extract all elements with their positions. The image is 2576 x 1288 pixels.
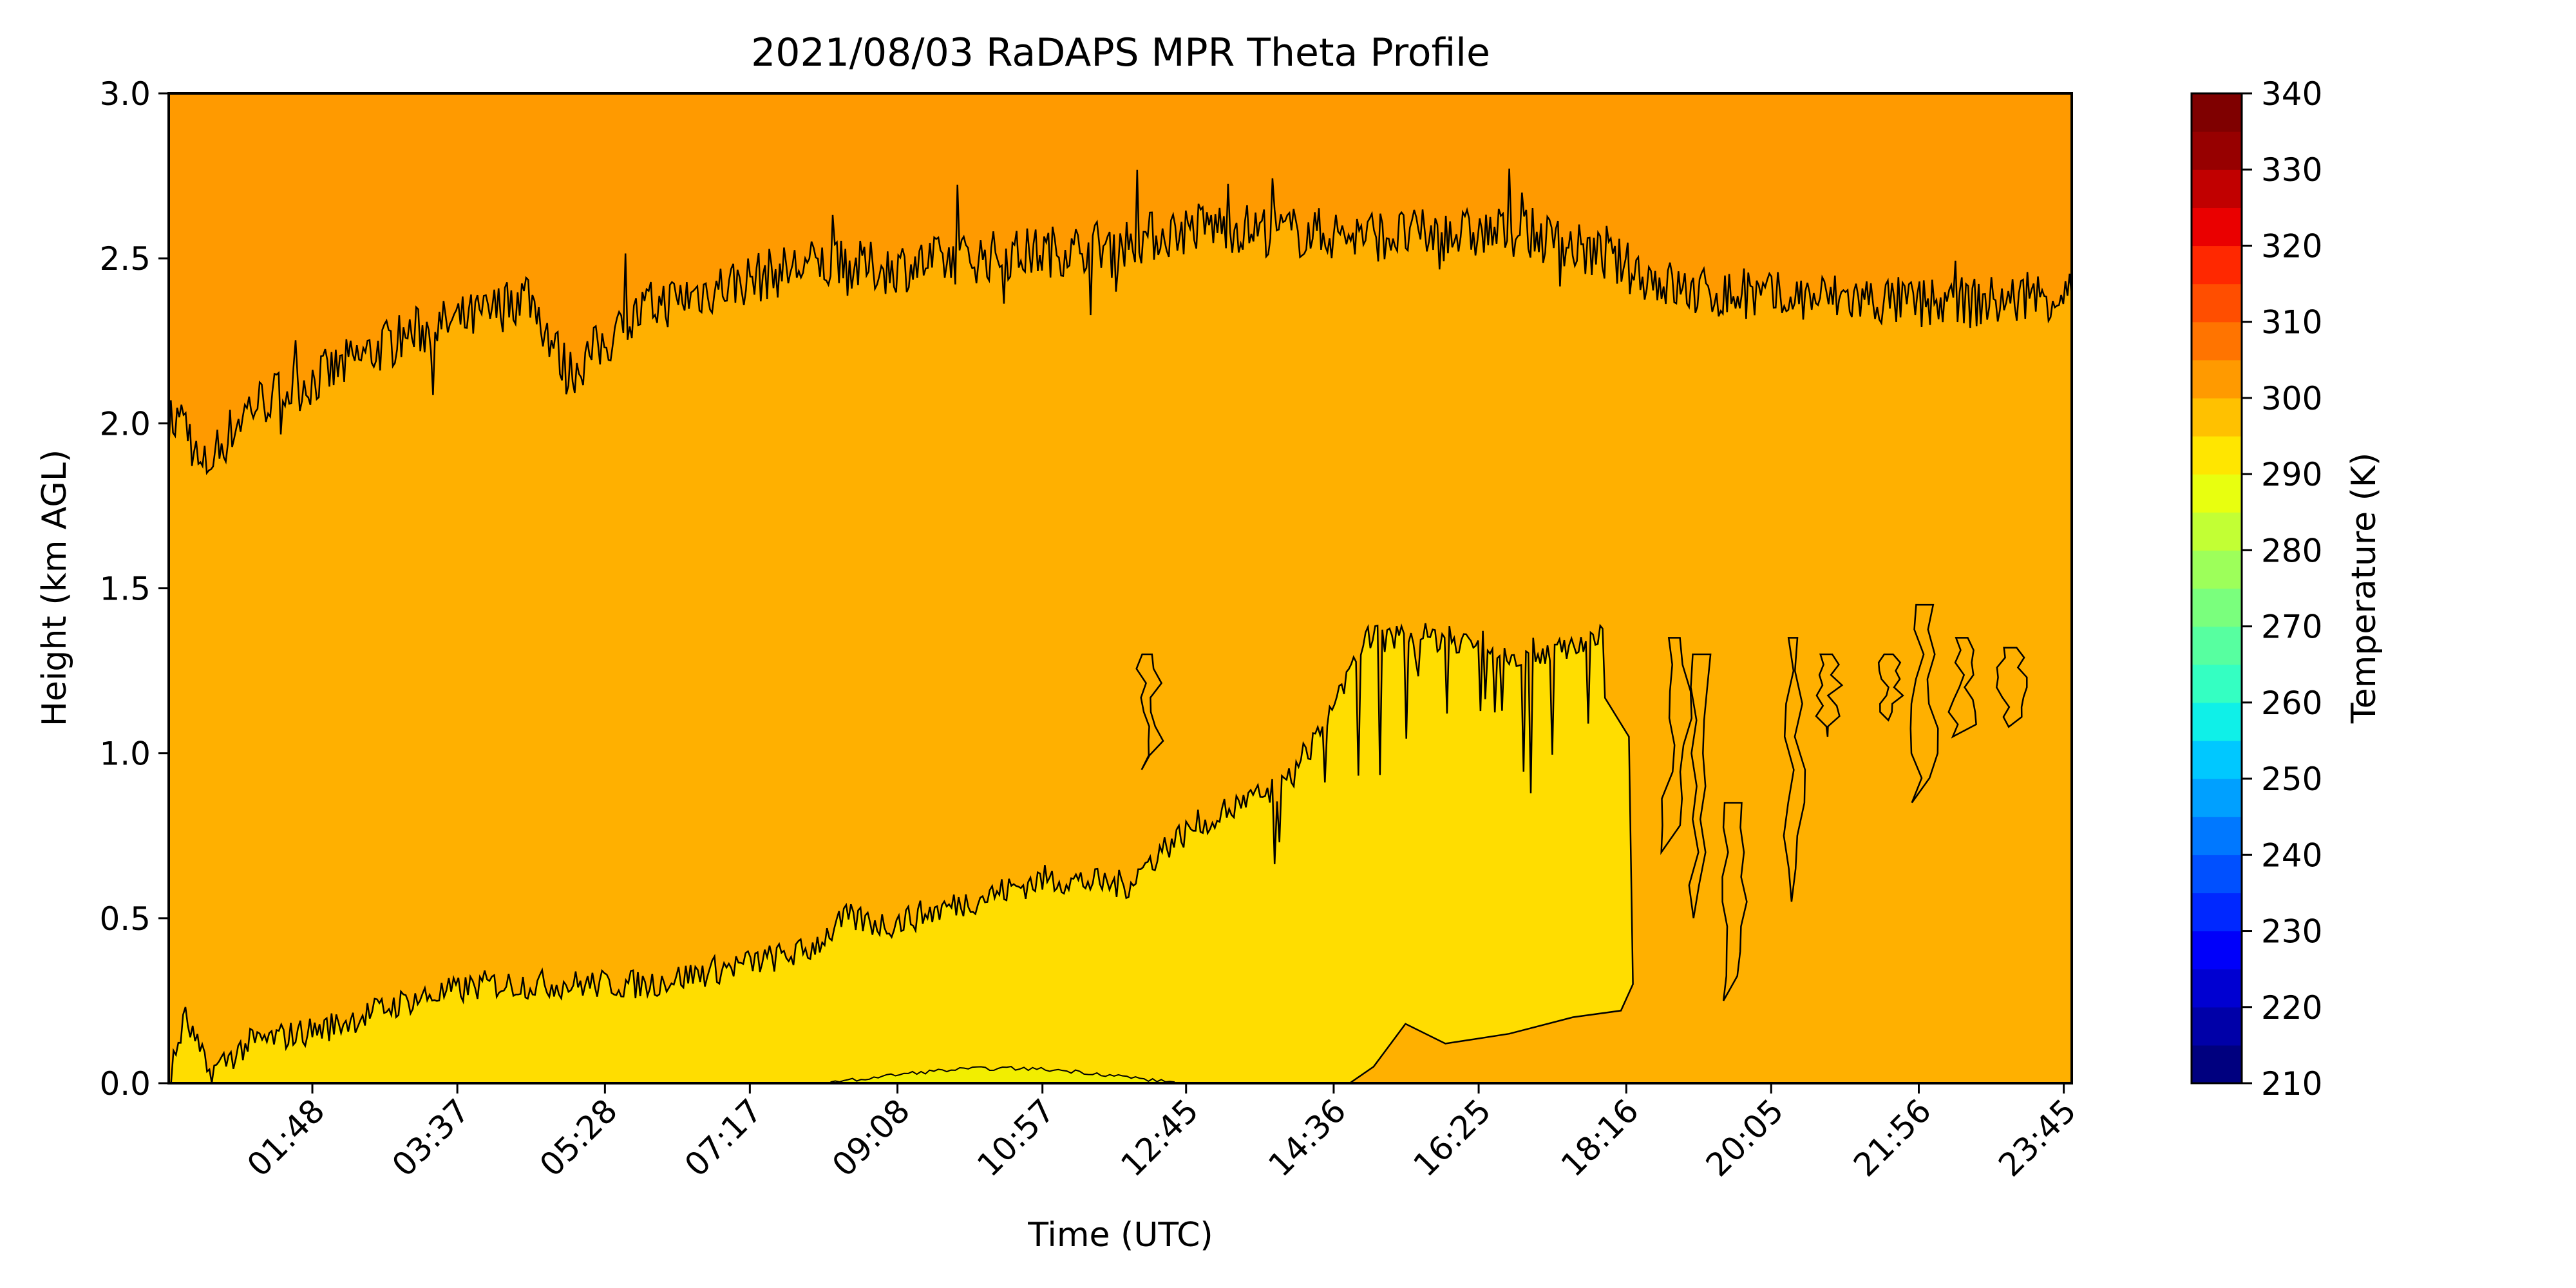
colorbar-tick-label: 250 <box>2261 761 2322 798</box>
x-tick-label: 09:08 <box>825 1092 917 1184</box>
colorbar-segment <box>2192 740 2242 779</box>
colorbar-segment <box>2192 664 2242 703</box>
isolated-contour-2 <box>1688 653 1712 919</box>
colorbar-segment <box>2192 397 2242 437</box>
x-axis: 01:48 03:37 05:28 07:17 09:08 10:57 12:45 14:36… <box>240 1083 2083 1184</box>
colorbar-segment <box>2192 893 2242 932</box>
colorbar-tick-label: 260 <box>2261 685 2322 722</box>
colorbar-segment <box>2192 321 2242 361</box>
y-tick-label: 0.5 <box>99 900 151 938</box>
x-tick-label: 14:36 <box>1262 1092 1354 1184</box>
colorbar-segment <box>2192 283 2242 323</box>
colorbar-segment <box>2192 779 2242 817</box>
colorbar-segment <box>2192 512 2242 551</box>
y-tick-label: 3.0 <box>99 75 151 113</box>
x-tick-label: 21:56 <box>1846 1092 1938 1184</box>
colorbar-segment <box>2192 702 2242 741</box>
colorbar-tick-label: 210 <box>2261 1065 2322 1103</box>
x-tick-label: 05:28 <box>533 1092 625 1184</box>
colorbar-frame <box>2190 92 2243 1084</box>
colorbar-segment <box>2192 169 2242 208</box>
colorbar-segment <box>2192 359 2242 399</box>
isolated-contour-0 <box>1135 653 1164 770</box>
colorbar-segment <box>2192 474 2242 513</box>
isolated-contour-6 <box>1877 653 1904 722</box>
colorbar-segment <box>2192 207 2242 247</box>
colorbar: 210 220 230 240 250 260 270 280 290 300 310 320 330 3… <box>2190 75 2322 1103</box>
isolated-contour-5 <box>1815 653 1844 737</box>
colorbar-segment <box>2192 588 2242 627</box>
y-tick-label: 1.5 <box>99 571 151 608</box>
x-tick-label: 07:17 <box>677 1092 770 1184</box>
isolated-contour-8 <box>1947 637 1977 739</box>
colorbar-tick-label: 310 <box>2261 304 2322 341</box>
colorbar-tick-label: 280 <box>2261 532 2322 569</box>
isolated-contour-1 <box>1660 637 1692 855</box>
x-tick-label: 01:48 <box>240 1092 332 1184</box>
chart-title: 2021/08/03 RaDAPS MPR Theta Profile <box>751 30 1490 75</box>
colorbar-segment <box>2192 969 2242 1008</box>
colorbar-segment <box>2192 1007 2242 1046</box>
colorbar-tick-label: 340 <box>2261 75 2322 113</box>
y-tick-label: 2.5 <box>99 240 151 278</box>
colorbar-tick-label: 300 <box>2261 380 2322 417</box>
x-tick-label: 23:45 <box>1991 1092 2083 1184</box>
x-tick-label: 16:25 <box>1406 1092 1499 1184</box>
lower-contour-line <box>169 623 1634 1083</box>
y-axis-label: Height (km AGL) <box>35 450 74 726</box>
colorbar-segment <box>2192 550 2242 589</box>
x-tick-label: 18:16 <box>1554 1092 1646 1184</box>
colorbar-label: Temperature (K) <box>2345 453 2383 724</box>
x-axis-label: Time (UTC) <box>1027 1216 1213 1255</box>
colorbar-segment <box>2192 855 2242 894</box>
colorbar-segment <box>2192 245 2242 285</box>
y-tick-label: 2.0 <box>99 405 151 442</box>
colorbar-segment <box>2192 1045 2242 1084</box>
colorbar-tick-label: 220 <box>2261 989 2322 1027</box>
colorbar-segment <box>2192 436 2242 475</box>
isolated-contour-7 <box>1909 603 1939 804</box>
isolated-contour-3 <box>1721 802 1748 1001</box>
x-tick-label: 12:45 <box>1113 1092 1206 1184</box>
x-tick-label: 10:57 <box>970 1092 1062 1184</box>
x-tick-label: 03:37 <box>385 1092 477 1184</box>
y-axis: 0.0 0.5 1.0 1.5 2.0 2.5 3.0 <box>99 75 169 1103</box>
colorbar-segment <box>2192 817 2242 855</box>
colorbar-tick-label: 230 <box>2261 913 2322 951</box>
y-tick-label: 0.0 <box>99 1065 151 1103</box>
colorbar-segment <box>2192 93 2242 132</box>
upper-contour-line <box>169 168 2072 475</box>
isolated-contours <box>1135 603 2028 1001</box>
x-tick-label: 20:05 <box>1699 1092 1791 1184</box>
colorbar-tick-label: 290 <box>2261 456 2322 493</box>
colorbar-segment <box>2192 931 2242 970</box>
colorbar-tick-label: 270 <box>2261 609 2322 646</box>
colorbar-tick-label: 240 <box>2261 837 2322 874</box>
colorbar-segment <box>2192 626 2242 665</box>
colorbar-segment <box>2192 131 2242 170</box>
region-lower <box>169 623 1633 1083</box>
region-near-surface <box>830 1066 1175 1083</box>
isolated-contour-9 <box>1996 647 2028 728</box>
isolated-contour-4 <box>1783 637 1806 902</box>
colorbar-tick-label: 330 <box>2261 151 2322 189</box>
plot-area <box>169 93 2072 1083</box>
y-tick-label: 1.0 <box>99 735 151 773</box>
colorbar-tick-label: 320 <box>2261 227 2322 265</box>
